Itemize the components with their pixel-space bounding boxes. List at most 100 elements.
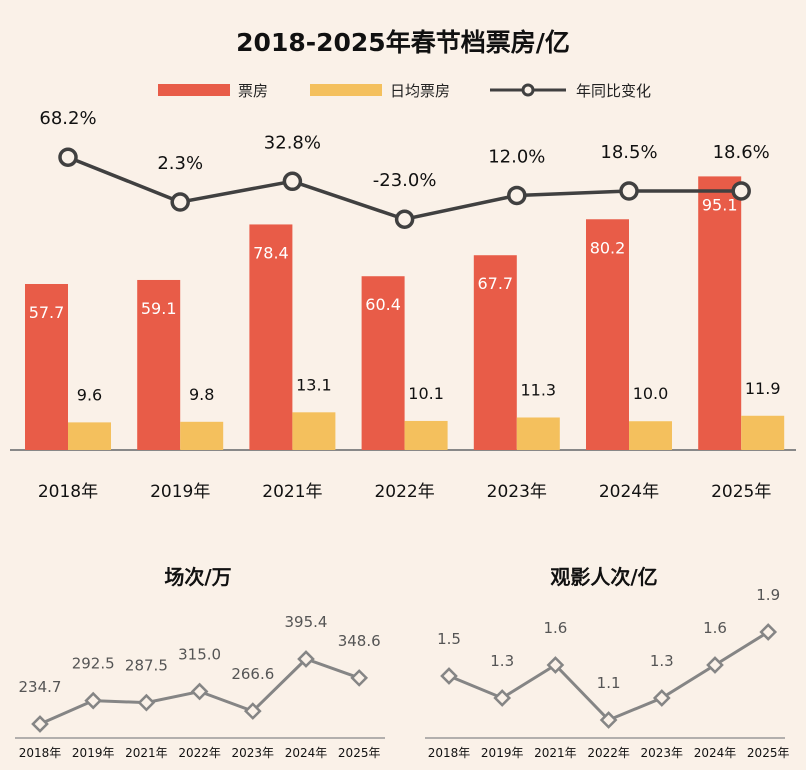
yoy-label: 18.6%	[713, 142, 770, 163]
sessions-point	[190, 682, 209, 701]
bar-label-avg-box-office: 13.1	[296, 375, 332, 394]
legend: 票房 日均票房 年同比变化	[158, 82, 651, 100]
bar-label-box-office: 80.2	[590, 238, 626, 257]
legend-swatch-avg-box-office	[310, 84, 382, 96]
attendance-point	[599, 711, 618, 729]
sessions-data-label: 292.5	[72, 655, 115, 673]
sessions-data-label: 234.7	[19, 678, 62, 696]
bar-label-box-office: 60.4	[365, 295, 401, 314]
sessions-x-tick-label: 2022年	[178, 746, 221, 760]
attendance-data-label: 1.1	[597, 674, 621, 692]
attendance-data-label: 1.6	[543, 619, 567, 637]
yoy-point	[170, 192, 190, 212]
yoy-label: -23.0%	[373, 170, 437, 191]
bar-label-box-office: 78.4	[253, 243, 289, 262]
legend-label-box-office: 票房	[238, 82, 268, 100]
yoy-point	[394, 209, 415, 229]
attendance-point	[493, 689, 512, 707]
attendance-data-label: 1.6	[703, 619, 727, 637]
x-tick-label: 2021年	[262, 482, 322, 502]
bar-box-office	[698, 176, 742, 451]
yoy-label: 18.5%	[600, 142, 657, 163]
sessions-point	[297, 650, 315, 668]
sessions-point	[31, 715, 49, 733]
sessions-x-tick-label: 2023年	[232, 746, 275, 760]
bar-box-office	[473, 255, 517, 450]
attendance-data-label: 1.9	[756, 586, 780, 604]
bar-label-box-office: 57.7	[29, 303, 65, 322]
attendance-point	[706, 656, 724, 674]
sessions-point	[137, 693, 156, 712]
yoy-point	[619, 181, 639, 201]
sessions-point	[84, 691, 103, 710]
sessions-x-tick-label: 2025年	[338, 746, 381, 760]
x-tick-label: 2022年	[374, 482, 434, 502]
main-chart-title: 2018-2025年春节档票房/亿	[236, 28, 570, 57]
x-tick-label: 2025年	[711, 482, 771, 502]
attendance-x-tick-label: 2021年	[534, 746, 577, 760]
legend-label-yoy: 年同比变化	[576, 82, 651, 100]
x-tick-label: 2023年	[487, 482, 547, 502]
attendance-point	[440, 667, 458, 685]
bar-avg-box-office	[741, 415, 785, 450]
bar-label-avg-box-office: 10.0	[633, 384, 669, 403]
bar-label-avg-box-office: 11.3	[520, 380, 556, 399]
bar-box-office	[137, 279, 181, 450]
bar-avg-box-office	[180, 421, 224, 450]
x-tick-label: 2019年	[150, 482, 210, 502]
bar-avg-box-office	[292, 412, 336, 450]
yoy-point	[731, 181, 751, 201]
attendance-x-tick-label: 2019年	[481, 746, 524, 760]
sessions-point	[243, 702, 262, 720]
attendance-x-tick-label: 2022年	[587, 746, 630, 760]
attendance-x-tick-label: 2024年	[694, 746, 737, 760]
attendance-x-tick-label: 2023年	[641, 746, 684, 760]
bar-label-avg-box-office: 10.1	[408, 384, 444, 403]
bar-label-avg-box-office: 9.8	[189, 385, 214, 404]
sessions-x-tick-label: 2019年	[72, 746, 115, 760]
legend-marker-yoy	[521, 83, 535, 97]
yoy-label: 2.3%	[157, 153, 203, 174]
sessions-data-label: 348.6	[338, 632, 381, 650]
yoy-label: 32.8%	[264, 132, 321, 153]
sessions-data-label: 395.4	[285, 613, 328, 631]
bar-avg-box-office	[629, 421, 672, 450]
sessions-x-tick-label: 2021年	[125, 746, 168, 760]
x-tick-label: 2018年	[38, 482, 98, 502]
attendance-point	[759, 623, 778, 641]
sessions-chart-title: 场次/万	[164, 565, 231, 589]
attendance-data-label: 1.3	[490, 652, 514, 670]
attendance-chart-title: 观影人次/亿	[550, 565, 657, 589]
attendance-point	[546, 656, 565, 674]
yoy-point	[58, 147, 78, 167]
legend-label-avg-box-office: 日均票房	[390, 82, 450, 100]
attendance-point	[652, 689, 671, 707]
bar-label-avg-box-office: 11.9	[745, 379, 781, 398]
bar-label-box-office: 95.1	[702, 195, 738, 214]
bar-box-office	[361, 276, 405, 450]
bar-label-box-office: 67.7	[477, 274, 513, 293]
attendance-x-tick-label: 2018年	[428, 746, 471, 760]
bar-label-avg-box-office: 9.6	[77, 385, 102, 404]
sessions-x-tick-label: 2024年	[285, 746, 328, 760]
x-tick-label: 2024年	[599, 482, 659, 502]
yoy-label: 12.0%	[488, 146, 545, 167]
sessions-data-label: 287.5	[125, 657, 168, 675]
yoy-point	[282, 171, 303, 192]
legend-swatch-box-office	[158, 84, 230, 96]
sessions-x-tick-label: 2018年	[19, 746, 62, 760]
bar-box-office	[586, 219, 629, 450]
attendance-data-label: 1.5	[437, 630, 461, 648]
bar-box-office	[249, 224, 293, 450]
bar-avg-box-office	[516, 417, 560, 450]
attendance-data-label: 1.3	[650, 652, 674, 670]
bar-avg-box-office	[404, 420, 448, 450]
sessions-data-label: 266.6	[231, 665, 274, 683]
yoy-label: 68.2%	[39, 108, 96, 129]
bar-label-box-office: 59.1	[141, 299, 177, 318]
bar-avg-box-office	[68, 422, 111, 450]
sessions-data-label: 315.0	[178, 646, 221, 664]
attendance-x-tick-label: 2025年	[747, 746, 790, 760]
yoy-point	[507, 185, 527, 206]
